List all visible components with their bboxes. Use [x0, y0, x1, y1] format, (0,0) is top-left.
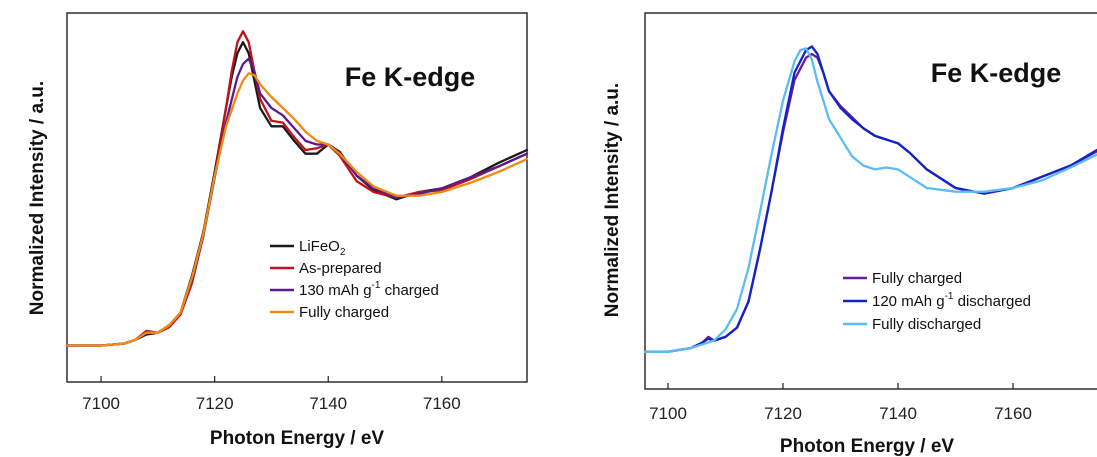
x-ticks: 7100 7120 7140 7160	[82, 376, 461, 413]
x-tick-label: 7160	[994, 404, 1032, 423]
plot-frame	[66, 12, 528, 383]
legend-entry: As-prepared	[299, 260, 382, 277]
legend-entry: Fully charged	[299, 304, 389, 321]
legend: Fully charged 120 mAh g-1 discharged Fully…	[843, 270, 1031, 333]
y-axis-label: Normalized Intensity / a.u.	[27, 81, 48, 315]
series-line	[65, 57, 529, 347]
x-tick-label: 7140	[879, 404, 917, 423]
chart-title: Fe K-edge	[931, 58, 1062, 88]
legend-entry: 130 mAh g-1 charged	[299, 280, 439, 299]
legend-entry: Fully charged	[872, 270, 962, 287]
legend-entry: 120 mAh g-1 discharged	[872, 291, 1031, 310]
y-axis-label: Normalized Intensity / a.u.	[602, 83, 623, 317]
series-line	[65, 72, 529, 347]
x-tick-label: 7100	[82, 394, 120, 413]
series-line	[643, 47, 1097, 353]
plot-frame	[644, 12, 1097, 390]
x-tick-label: 7100	[649, 404, 687, 423]
x-tick-label: 7120	[764, 404, 802, 423]
chart-title: Fe K-edge	[345, 62, 476, 92]
legend-entry: Fully discharged	[872, 316, 981, 333]
chart-right: Fe K-edge Normalized Intensity / a.u. Ph…	[602, 12, 1097, 457]
x-axis-label: Photon Energy / eV	[210, 428, 385, 449]
x-tick-label: 7120	[196, 394, 234, 413]
x-tick-label: 7160	[423, 394, 461, 413]
legend: LiFeO2 As-prepared 130 mAh g-1 charged Full…	[270, 238, 439, 321]
x-axis-label: Photon Energy / eV	[780, 436, 955, 457]
chart-left: Fe K-edge Normalized Intensity / a.u. Ph…	[27, 12, 529, 449]
legend-entry: LiFeO2	[299, 238, 346, 258]
series-group	[65, 30, 529, 347]
x-ticks: 7100 7120 7140 7160	[649, 383, 1032, 423]
x-tick-label: 7140	[309, 394, 347, 413]
series-group	[643, 45, 1097, 353]
